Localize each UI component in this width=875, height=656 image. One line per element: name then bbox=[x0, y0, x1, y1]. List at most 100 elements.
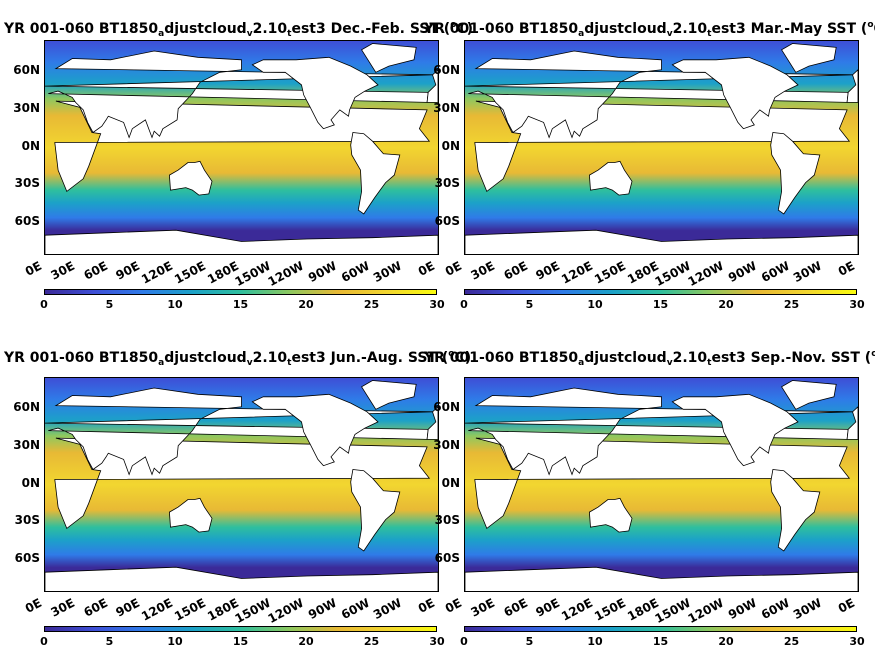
colorbar-tick-label: 0 bbox=[460, 635, 468, 648]
colorbar-tick-label: 15 bbox=[232, 298, 249, 311]
panel-title: YR 001-060 BT1850adjustcloudv2.10test3 J… bbox=[4, 349, 471, 368]
lon-tick-label: 30E bbox=[48, 595, 77, 620]
sst-map bbox=[44, 40, 439, 255]
panel-title-part: o bbox=[867, 20, 874, 30]
panel-title-part: C) bbox=[456, 21, 474, 37]
lat-tick-label: 0N bbox=[441, 138, 460, 153]
colorbar bbox=[44, 626, 437, 632]
lon-tick-label: 90W bbox=[305, 595, 339, 623]
colorbar-tick-label: 15 bbox=[652, 298, 669, 311]
colorbar bbox=[464, 626, 857, 632]
panel-title-part: a bbox=[578, 358, 585, 368]
colorbar-tick-label: 0 bbox=[40, 298, 48, 311]
colorbar-tick-label: 0 bbox=[40, 635, 48, 648]
lon-tick-label: 30W bbox=[791, 258, 825, 286]
lat-tick-label: 30N bbox=[433, 437, 460, 452]
lon-tick-label: 90E bbox=[533, 595, 563, 620]
colorbar-tick-label: 15 bbox=[232, 635, 249, 648]
colorbar-tick-label: 10 bbox=[587, 635, 603, 648]
panel-title-part: t bbox=[287, 29, 292, 39]
colorbar-tick-label: 30 bbox=[849, 298, 865, 311]
lon-tick-label: 120W bbox=[685, 595, 726, 626]
lat-tick-label: 60N bbox=[13, 400, 40, 415]
colorbar bbox=[464, 289, 857, 295]
lon-tick-label: 150E bbox=[591, 595, 628, 624]
panel-title-part: v bbox=[666, 358, 673, 368]
lat-tick-label: 0N bbox=[21, 475, 40, 490]
panel-title-part: djustcloud bbox=[164, 21, 247, 37]
panel-title-part: a bbox=[158, 358, 165, 368]
panel-title-part: djustcloud bbox=[164, 350, 247, 366]
lat-tick-label: 30N bbox=[13, 437, 40, 452]
panel-title-part: v bbox=[246, 29, 253, 39]
lon-tick-label: 30W bbox=[371, 595, 405, 623]
colorbar bbox=[44, 289, 437, 295]
panel-title-part: v bbox=[666, 29, 673, 39]
lon-tick-label: 90W bbox=[725, 258, 759, 286]
colorbar-tick-label: 0 bbox=[460, 298, 468, 311]
panel-title-part: est3 Mar.-May SST ( bbox=[711, 21, 868, 37]
colorbar-tick-label: 5 bbox=[105, 635, 114, 648]
lon-tick-label: 120E bbox=[139, 258, 175, 287]
lon-tick-label: 150W bbox=[652, 595, 694, 626]
lon-tick-label: 90E bbox=[113, 595, 143, 620]
lon-tick-label: 120E bbox=[559, 595, 595, 624]
colorbar-tick-label: 10 bbox=[167, 298, 183, 311]
lon-tick-label: 0E bbox=[22, 258, 44, 279]
lat-tick-label: 0N bbox=[21, 138, 40, 153]
panel-title-part: YR 001-060 BT1850 bbox=[4, 350, 159, 366]
lon-tick-label: 30E bbox=[468, 258, 497, 283]
panel-title-part: a bbox=[578, 29, 585, 39]
panel-title-part: t bbox=[707, 29, 712, 39]
panel-title-part: o bbox=[448, 349, 455, 359]
colorbar-tick-label: 30 bbox=[849, 635, 865, 648]
colorbar-tick-label: 30 bbox=[429, 298, 445, 311]
lon-tick-label: 150W bbox=[232, 595, 274, 626]
panel-title-part: 2.10 bbox=[672, 21, 708, 37]
colorbar-tick-label: 15 bbox=[652, 635, 669, 648]
colorbar-tick-label: 25 bbox=[363, 298, 380, 311]
lat-tick-label: 60N bbox=[433, 400, 460, 415]
sst-map bbox=[464, 377, 859, 592]
colorbar-tick-label: 20 bbox=[298, 298, 314, 311]
panel-title-part: YR 001-060 BT1850 bbox=[4, 21, 159, 37]
panel-title-part: YR 001-060 BT1850 bbox=[424, 350, 579, 366]
colorbar-tick-label: 25 bbox=[363, 635, 380, 648]
lon-tick-label: 0E bbox=[835, 258, 857, 279]
lon-tick-label: 120W bbox=[265, 595, 306, 626]
lat-tick-label: 0N bbox=[441, 475, 460, 490]
panel-title-part: est3 Dec.-Feb. SST ( bbox=[291, 21, 451, 37]
lat-tick-label: 60N bbox=[433, 63, 460, 78]
colorbar-tick-label: 20 bbox=[718, 635, 734, 648]
panel-title-part: 2.10 bbox=[672, 350, 708, 366]
colorbar-tick-label: 10 bbox=[587, 298, 603, 311]
lon-tick-label: 0E bbox=[22, 595, 44, 616]
lon-tick-label: 150W bbox=[652, 258, 694, 289]
panel-title-part: est3 Sep.-Nov. SST ( bbox=[711, 350, 872, 366]
panel-title-part: 2.10 bbox=[252, 21, 288, 37]
lon-tick-label: 90E bbox=[533, 258, 563, 283]
lat-tick-label: 30S bbox=[434, 176, 460, 191]
colorbar-tick-label: 5 bbox=[105, 298, 114, 311]
lon-tick-label: 90W bbox=[725, 595, 759, 623]
panel-title-part: t bbox=[707, 358, 712, 368]
sst-map bbox=[464, 40, 859, 255]
panel-title-part: est3 Jun.-Aug. SST ( bbox=[291, 350, 449, 366]
lat-tick-label: 60S bbox=[434, 213, 460, 228]
lat-tick-label: 30S bbox=[434, 513, 460, 528]
lon-tick-label: 30W bbox=[791, 595, 825, 623]
lat-tick-label: 30S bbox=[14, 176, 40, 191]
lon-tick-label: 30E bbox=[468, 595, 497, 620]
lon-tick-label: 150W bbox=[232, 258, 274, 289]
lat-tick-label: 60S bbox=[434, 550, 460, 565]
lon-tick-label: 150E bbox=[591, 258, 628, 287]
lat-tick-label: 60S bbox=[14, 213, 40, 228]
colorbar-tick-label: 20 bbox=[298, 635, 314, 648]
lon-tick-label: 120E bbox=[559, 258, 595, 287]
panel-title-part: o bbox=[450, 20, 457, 30]
colorbar-tick-label: 10 bbox=[167, 635, 183, 648]
panel-title: YR 001-060 BT1850adjustcloudv2.10test3 D… bbox=[4, 20, 473, 39]
colorbar-tick-label: 25 bbox=[783, 298, 800, 311]
panel-title-part: v bbox=[246, 358, 253, 368]
panel-title-part: C) bbox=[454, 350, 472, 366]
